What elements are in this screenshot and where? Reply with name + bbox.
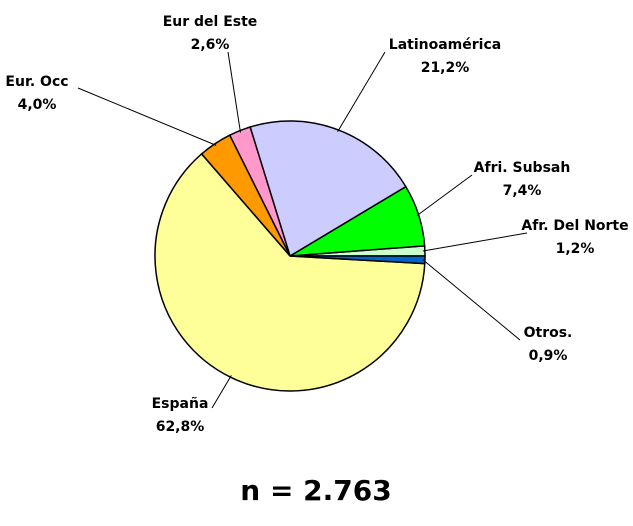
leader-line [422,259,521,341]
leader-line [211,375,232,409]
slice-value: 2,6% [191,37,230,53]
slice-label: Latinoamérica [389,37,501,53]
slice-label: Afri. Subsah [474,160,571,176]
sample-size: n = 2.763 [240,474,391,507]
slice-value: 1,2% [556,241,595,257]
slice-label: Otros. [524,325,573,341]
slice-value: 21,2% [421,60,470,76]
leader-line [227,51,241,133]
slice-label: Eur. Occ [5,74,68,90]
slice-value: 62,8% [156,419,205,435]
slice-value: 4,0% [18,97,57,113]
leader-line [337,51,386,133]
leader-line [77,87,217,146]
slice-label: Afr. Del Norte [521,218,628,234]
slice-label: España [152,396,209,412]
slice-label: Eur del Este [163,14,258,30]
slice-value: 7,4% [503,183,542,199]
leader-line [416,174,473,217]
slice-value: 0,9% [529,348,568,364]
leader-line [422,232,528,252]
pie-slice [289,255,426,265]
